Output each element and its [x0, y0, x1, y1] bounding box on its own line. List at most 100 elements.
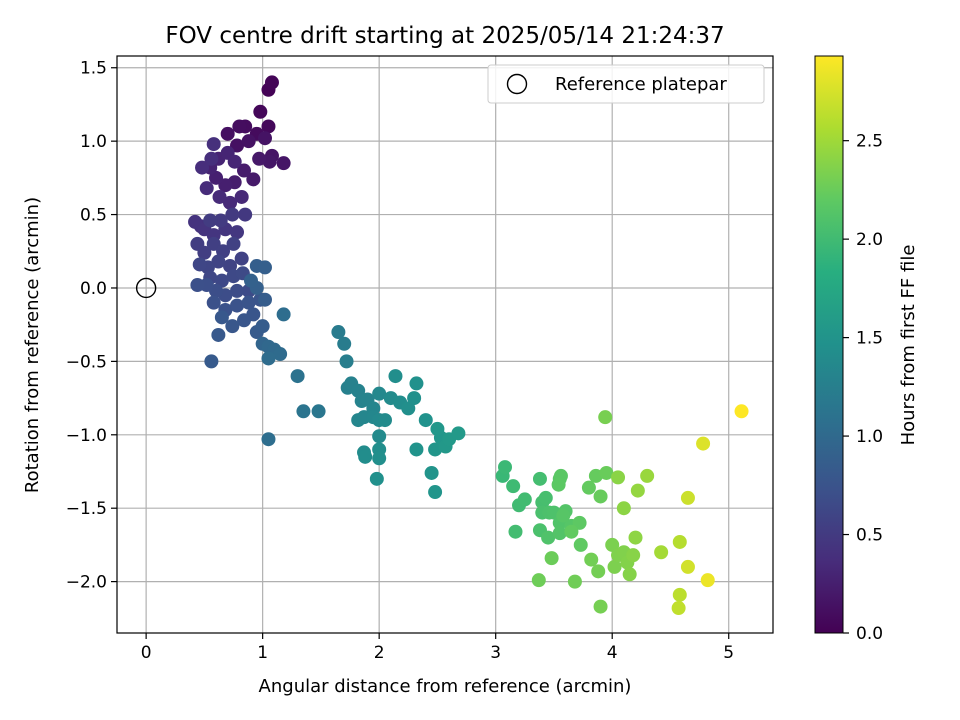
data-point-172 — [630, 483, 645, 498]
reference-platepar-marker — [135, 277, 157, 299]
data-point-39 — [213, 213, 228, 228]
data-point-154 — [599, 465, 614, 480]
data-point-125 — [451, 426, 466, 441]
data-point-177 — [671, 601, 686, 616]
y-tick-label-1: −1.5 — [66, 499, 107, 519]
data-point-118 — [424, 465, 439, 480]
data-point-175 — [672, 534, 687, 549]
data-point-171 — [628, 530, 643, 545]
data-point-148 — [572, 515, 587, 530]
colorbar-tick-label-1: 0.5 — [856, 526, 883, 546]
data-point-139 — [541, 530, 556, 545]
colorbar — [814, 55, 844, 634]
data-point-16 — [237, 163, 252, 178]
data-point-132 — [532, 471, 547, 486]
data-point-1 — [264, 75, 279, 90]
data-point-141 — [552, 526, 567, 541]
data-point-60 — [190, 278, 205, 293]
data-point-130 — [517, 492, 532, 507]
data-point-113 — [358, 449, 373, 464]
data-point-82 — [273, 347, 288, 362]
data-point-169 — [611, 470, 626, 485]
data-point-170 — [616, 501, 631, 516]
y-axis-ticks: −2.0 −1.5 −1.0 −0.5 0.0 0.5 1.0 1.5 — [66, 59, 117, 593]
data-point-64 — [241, 295, 256, 310]
data-point-181 — [700, 573, 715, 588]
data-point-28 — [195, 160, 210, 175]
data-point-63 — [230, 298, 245, 313]
data-point-101 — [372, 386, 387, 401]
data-point-167 — [622, 567, 637, 582]
data-point-71 — [204, 354, 219, 369]
data-point-50 — [192, 257, 207, 272]
data-point-90 — [337, 336, 352, 351]
data-point-83 — [261, 351, 276, 366]
data-point-73 — [255, 319, 270, 334]
plot-area-frame — [116, 55, 774, 634]
y-tick-label-4: 0.0 — [80, 279, 107, 299]
data-point-26 — [212, 189, 227, 204]
data-point-158 — [584, 552, 599, 567]
data-point-104 — [377, 413, 392, 428]
data-point-174 — [654, 545, 669, 560]
data-point-89 — [331, 325, 346, 340]
data-point-176 — [672, 587, 687, 602]
y-tick-label-3: −0.5 — [66, 352, 107, 372]
data-point-128 — [506, 479, 521, 494]
data-point-38 — [225, 207, 240, 222]
data-point-155 — [544, 551, 559, 566]
data-point-122 — [430, 421, 445, 436]
data-point-37 — [238, 207, 253, 222]
data-point-52 — [214, 273, 229, 288]
data-point-109 — [409, 376, 424, 391]
data-point-149 — [573, 537, 588, 552]
data-point-173 — [640, 468, 655, 483]
data-point-48 — [211, 254, 226, 269]
data-point-74 — [257, 292, 272, 307]
data-point-88 — [311, 404, 326, 419]
y-tick-label-7: 1.5 — [80, 59, 107, 79]
data-point-163 — [607, 559, 622, 574]
data-point-91 — [339, 354, 354, 369]
data-point-42 — [197, 245, 212, 260]
legend-reference-marker — [506, 73, 528, 95]
data-point-67 — [237, 313, 252, 328]
chart-title: FOV centre drift starting at 2025/05/14 … — [165, 23, 724, 49]
colorbar-tick-label-5: 2.5 — [856, 132, 883, 152]
data-point-46 — [234, 251, 249, 266]
data-point-70 — [211, 327, 226, 342]
data-point-157 — [567, 574, 582, 589]
y-axis-label: Rotation from reference (arcmin) — [22, 197, 43, 493]
y-tick-label-6: 1.0 — [80, 132, 107, 152]
y-tick-label-2: −1.0 — [66, 426, 107, 446]
data-point-36 — [230, 225, 245, 240]
colorbar-tick-label-4: 2.0 — [856, 230, 883, 250]
data-point-116 — [369, 471, 384, 486]
data-point-76 — [257, 260, 272, 275]
x-tick-label-2: 2 — [374, 643, 385, 663]
data-point-179 — [680, 559, 695, 574]
data-point-115 — [372, 451, 387, 466]
data-point-12 — [276, 156, 291, 171]
data-point-23 — [227, 154, 242, 169]
data-point-45 — [226, 236, 241, 251]
x-tick-label-5: 5 — [723, 643, 734, 663]
data-point-117 — [409, 442, 424, 457]
data-point-178 — [680, 490, 695, 505]
data-point-69 — [214, 310, 229, 325]
data-point-110 — [388, 369, 403, 384]
data-point-40 — [203, 213, 218, 228]
data-point-134 — [538, 490, 553, 505]
data-point-103 — [372, 429, 387, 444]
x-axis-ticks: 0 1 2 3 4 5 — [141, 633, 734, 663]
data-point-2 — [253, 104, 268, 119]
data-point-6 — [232, 119, 247, 134]
colorbar-tick-label-2: 1.0 — [856, 427, 883, 447]
data-point-150 — [564, 524, 579, 539]
data-point-162 — [605, 537, 620, 552]
data-point-144 — [556, 508, 571, 523]
legend-reference-label: Reference platepar — [555, 74, 727, 95]
x-tick-label-3: 3 — [490, 643, 501, 663]
y-tick-label-5: 0.5 — [80, 206, 107, 226]
data-point-147 — [551, 477, 566, 492]
